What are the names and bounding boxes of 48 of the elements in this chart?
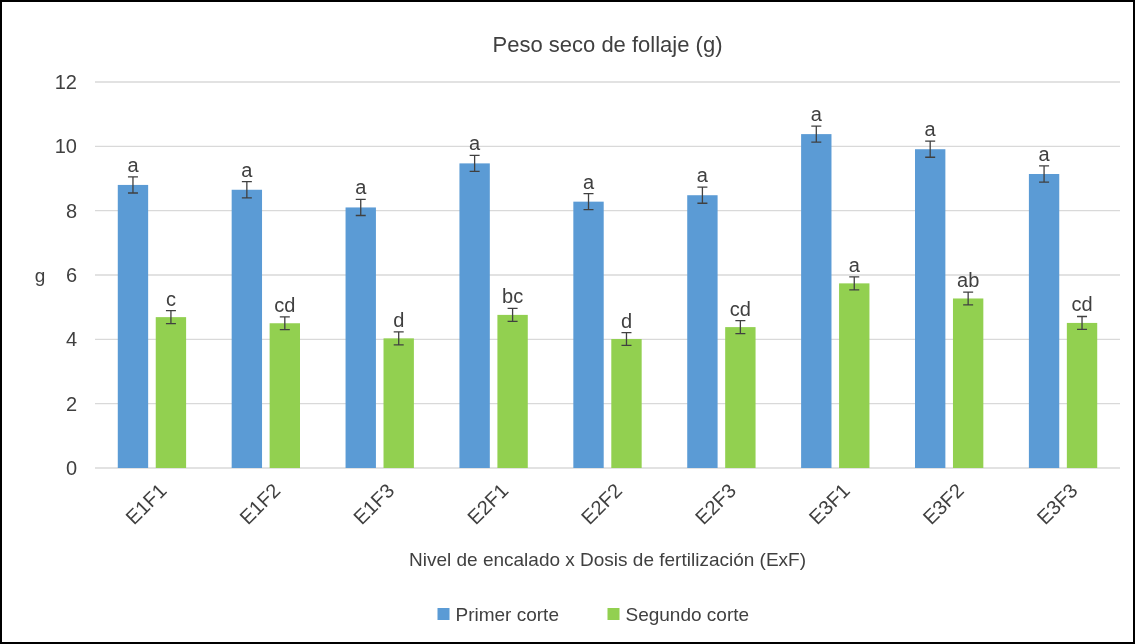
bar — [117, 184, 149, 468]
y-tick-label: 2 — [65, 392, 77, 415]
annotation: a — [582, 170, 595, 193]
annotation: c — [165, 287, 176, 310]
chart-title: Peso seco de follaje (g) — [492, 32, 723, 57]
annotation: cd — [729, 297, 751, 320]
bar — [345, 207, 376, 468]
annotation: a — [924, 118, 937, 141]
bar — [915, 149, 946, 468]
annotation: bc — [502, 285, 524, 308]
bar — [497, 314, 528, 468]
annotation: a — [469, 132, 482, 155]
annotation: d — [620, 309, 633, 332]
legend-label: Segundo corte — [625, 604, 750, 625]
legend-label: Primer corte — [455, 604, 559, 625]
annotation: a — [848, 253, 861, 276]
bar — [269, 323, 300, 468]
y-tick-label: 12 — [54, 71, 77, 93]
annotation: a — [810, 103, 823, 126]
bar — [839, 283, 870, 468]
annotation: ab — [957, 269, 980, 292]
annotation: d — [393, 308, 405, 331]
y-tick-label: 4 — [65, 328, 77, 351]
annotation: a — [1038, 142, 1051, 165]
annotation: a — [127, 153, 140, 176]
y-tick-label: 0 — [65, 457, 77, 479]
annotation: cd — [1071, 293, 1093, 316]
bar — [725, 327, 756, 468]
bar — [1066, 322, 1098, 468]
bar — [231, 189, 263, 468]
y-tick-label: 8 — [65, 199, 77, 222]
x-axis-title: Nivel de encalado x Dosis de fertilización (ExF) — [408, 549, 807, 570]
y-axis-title: g — [34, 265, 46, 286]
bar — [573, 201, 604, 468]
bar — [611, 339, 642, 468]
bar — [459, 163, 490, 468]
bar — [1028, 174, 1060, 468]
annotation: a — [241, 158, 254, 181]
annotation: a — [696, 164, 709, 187]
bar — [383, 338, 414, 468]
bar — [952, 298, 984, 468]
annotation: cd — [274, 293, 296, 316]
y-tick-label: 10 — [54, 135, 77, 158]
y-tick-label: 6 — [65, 264, 77, 286]
bar — [687, 195, 718, 468]
bar — [801, 134, 832, 468]
bar — [155, 317, 187, 468]
annotation: a — [355, 176, 368, 199]
